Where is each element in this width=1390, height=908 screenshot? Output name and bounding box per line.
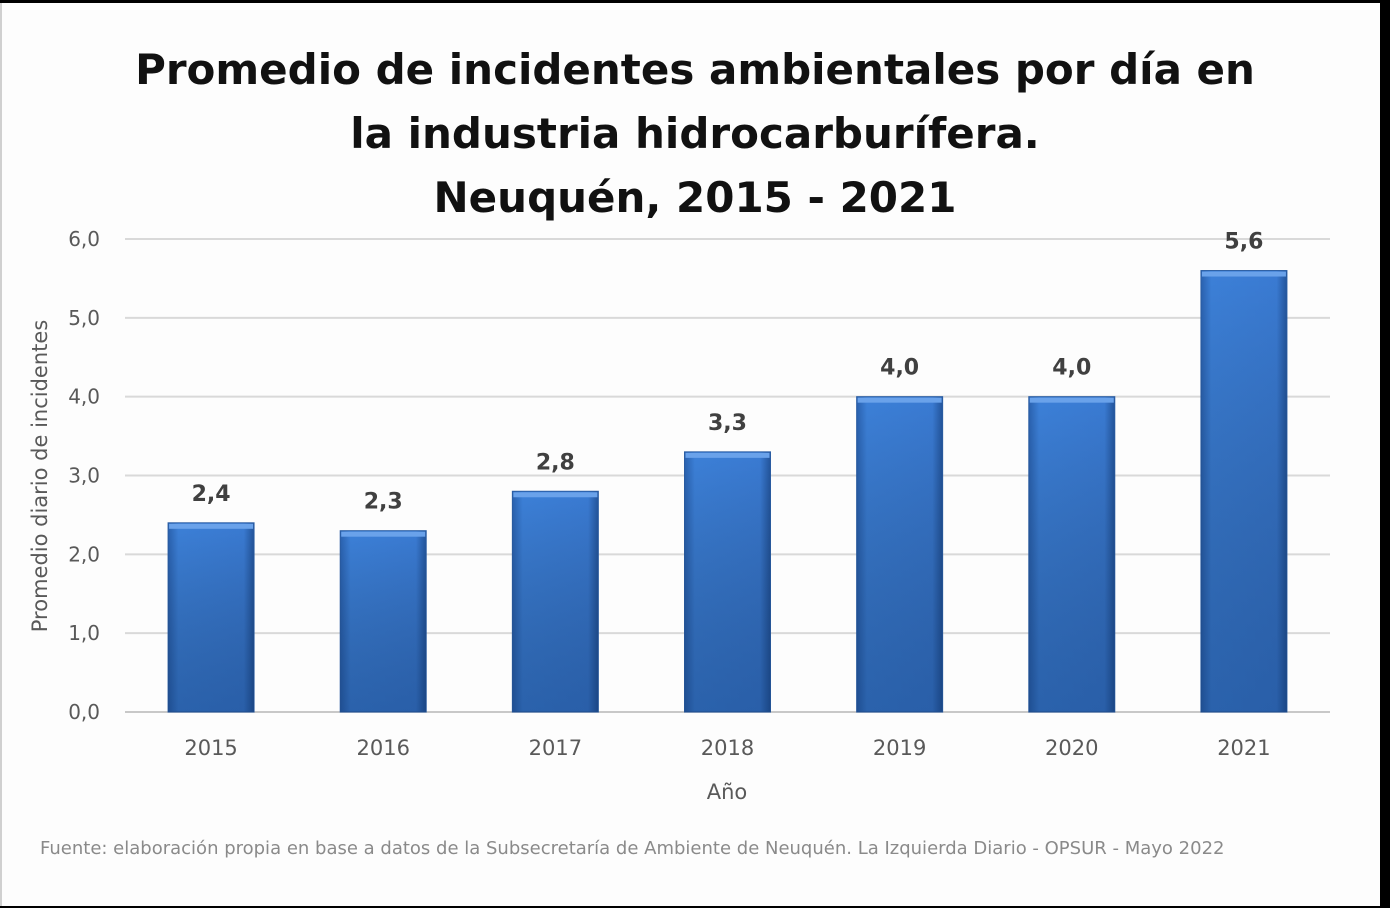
data-label: 3,3: [708, 411, 747, 436]
x-tick-label: 2016: [356, 736, 409, 760]
x-tick-label: 2019: [873, 736, 926, 760]
y-axis-label: Promedio diario de incidentes: [28, 320, 52, 633]
y-tick-label: 2,0: [68, 542, 100, 566]
bar-bevel-2021: [1201, 271, 1286, 277]
x-tick-label: 2017: [529, 736, 582, 760]
y-tick-label: 4,0: [68, 385, 100, 409]
bar-bevel-2016: [341, 531, 426, 537]
data-label: 4,0: [1052, 356, 1091, 381]
data-label: 2,3: [364, 490, 403, 515]
bar-bevel-2018: [685, 452, 770, 458]
y-tick-label: 3,0: [68, 464, 100, 488]
bar-shade-2020: [1028, 396, 1115, 712]
x-axis-label: Año: [707, 780, 748, 804]
bar-bevel-2019: [857, 397, 942, 403]
chart-title: Promedio de incidentes ambientales por d…: [0, 38, 1390, 230]
title-line-2: la industria hidrocarburífera.: [350, 109, 1040, 158]
data-label: 2,4: [192, 482, 231, 507]
data-label: 4,0: [880, 356, 919, 381]
y-tick-label: 6,0: [68, 227, 100, 251]
bar-shade-2016: [340, 530, 427, 712]
x-tick-label: 2021: [1217, 736, 1270, 760]
bar-shade-2017: [512, 491, 599, 712]
bar-shade-2019: [856, 396, 943, 712]
data-label: 2,8: [536, 450, 575, 475]
bar-shade-2021: [1200, 270, 1287, 712]
y-tick-label: 1,0: [68, 621, 100, 645]
y-tick-label: 0,0: [68, 700, 100, 724]
title-line-1: Promedio de incidentes ambientales por d…: [135, 45, 1255, 94]
bar-bevel-2015: [169, 523, 254, 529]
bar-shade-2018: [684, 451, 771, 712]
data-label: 5,6: [1224, 230, 1263, 255]
bar-bevel-2017: [513, 492, 598, 498]
bar-bevel-2020: [1029, 397, 1114, 403]
bar-shade-2015: [168, 522, 255, 712]
x-tick-label: 2018: [701, 736, 754, 760]
x-tick-label: 2015: [184, 736, 237, 760]
title-line-3: Neuquén, 2015 - 2021: [433, 173, 957, 222]
source-note: Fuente: elaboración propia en base a dat…: [40, 838, 1225, 859]
y-tick-label: 5,0: [68, 306, 100, 330]
x-tick-label: 2020: [1045, 736, 1098, 760]
